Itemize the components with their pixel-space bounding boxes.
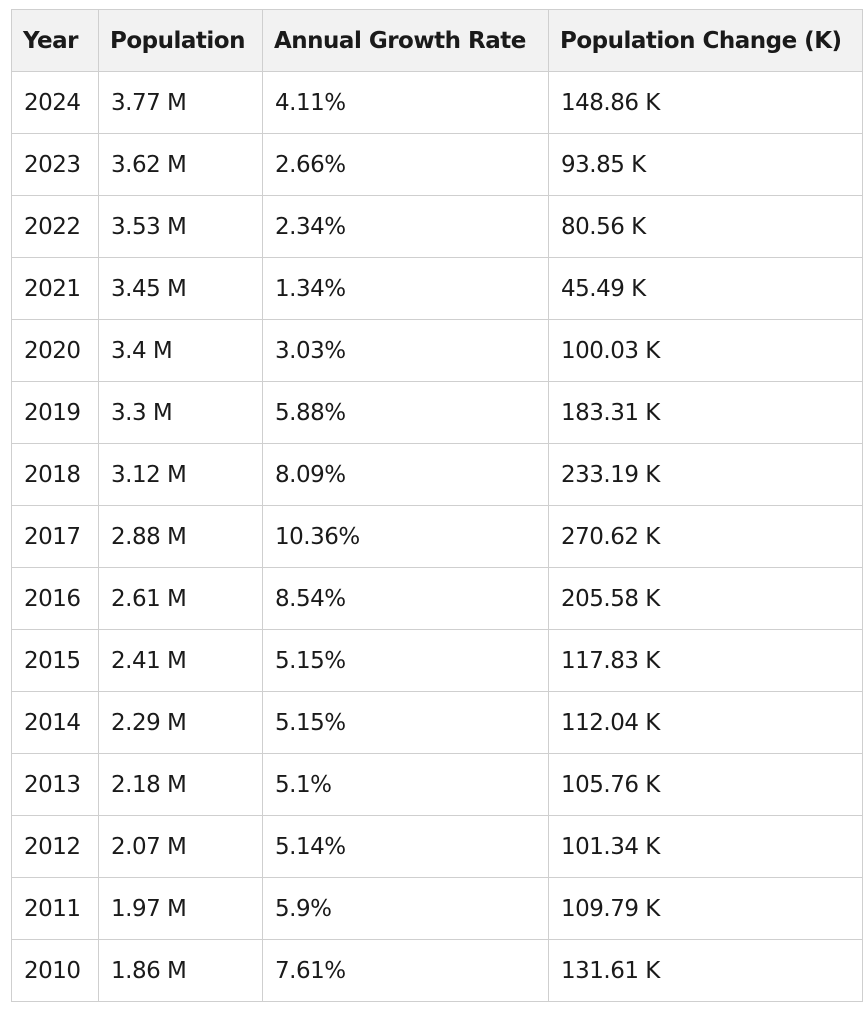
- table-cell: 2.34%: [262, 195, 549, 258]
- table-cell: 1.86 M: [98, 939, 263, 1002]
- table-row: 2013 2.18 M 5.1% 105.76 K: [11, 753, 863, 816]
- header-cell: Year: [11, 9, 99, 72]
- table-cell: 7.61%: [262, 939, 549, 1002]
- header-cell: Population Change (K): [548, 9, 863, 72]
- table-row: 2023 3.62 M 2.66% 93.85 K: [11, 133, 863, 196]
- table-cell: 2022: [11, 195, 99, 258]
- table-row: 2015 2.41 M 5.15% 117.83 K: [11, 629, 863, 692]
- table-cell: 3.4 M: [98, 319, 263, 382]
- table-cell: 5.15%: [262, 629, 549, 692]
- table-row: 2016 2.61 M 8.54% 205.58 K: [11, 567, 863, 630]
- table-cell: 109.79 K: [548, 877, 863, 940]
- table-cell: 2.41 M: [98, 629, 263, 692]
- table-cell: 2011: [11, 877, 99, 940]
- table-cell: 101.34 K: [548, 815, 863, 878]
- table-cell: 2013: [11, 753, 99, 816]
- table-cell: 5.14%: [262, 815, 549, 878]
- table-cell: 2015: [11, 629, 99, 692]
- table-row: 2022 3.53 M 2.34% 80.56 K: [11, 195, 863, 258]
- table-cell: 100.03 K: [548, 319, 863, 382]
- table-row: 2021 3.45 M 1.34% 45.49 K: [11, 257, 863, 320]
- table-row: 2024 3.77 M 4.11% 148.86 K: [11, 71, 863, 134]
- table-cell: 3.3 M: [98, 381, 263, 444]
- table-row: 2019 3.3 M 5.88% 183.31 K: [11, 381, 863, 444]
- table-cell: 2.29 M: [98, 691, 263, 754]
- table-cell: 2.66%: [262, 133, 549, 196]
- table-cell: 2019: [11, 381, 99, 444]
- table-cell: 3.45 M: [98, 257, 263, 320]
- population-table: Year Population Annual Growth Rate Populati…: [11, 9, 863, 1002]
- table-cell: 2016: [11, 567, 99, 630]
- table-cell: 117.83 K: [548, 629, 863, 692]
- table-cell: 183.31 K: [548, 381, 863, 444]
- header-cell: Annual Growth Rate: [262, 9, 549, 72]
- table-cell: 45.49 K: [548, 257, 863, 320]
- table-cell: 2020: [11, 319, 99, 382]
- table-row: 2014 2.29 M 5.15% 112.04 K: [11, 691, 863, 754]
- table-cell: 2017: [11, 505, 99, 568]
- table-cell: 3.62 M: [98, 133, 263, 196]
- table-cell: 3.77 M: [98, 71, 263, 134]
- table-cell: 8.54%: [262, 567, 549, 630]
- table-cell: 8.09%: [262, 443, 549, 506]
- table-cell: 3.53 M: [98, 195, 263, 258]
- table-cell: 2024: [11, 71, 99, 134]
- table-cell: 2012: [11, 815, 99, 878]
- table-cell: 5.1%: [262, 753, 549, 816]
- table-cell: 2021: [11, 257, 99, 320]
- table-cell: 2018: [11, 443, 99, 506]
- table-cell: 1.34%: [262, 257, 549, 320]
- table-cell: 2.18 M: [98, 753, 263, 816]
- table-cell: 2014: [11, 691, 99, 754]
- table-cell: 4.11%: [262, 71, 549, 134]
- table-row: 2010 1.86 M 7.61% 131.61 K: [11, 939, 863, 1002]
- table-cell: 10.36%: [262, 505, 549, 568]
- table-cell: 131.61 K: [548, 939, 863, 1002]
- table-cell: 3.03%: [262, 319, 549, 382]
- table-cell: 270.62 K: [548, 505, 863, 568]
- table-cell: 2010: [11, 939, 99, 1002]
- table-head: Year Population Annual Growth Rate Populati…: [11, 9, 863, 72]
- table-row: 2017 2.88 M 10.36% 270.62 K: [11, 505, 863, 568]
- table-cell: 5.9%: [262, 877, 549, 940]
- table-cell: 205.58 K: [548, 567, 863, 630]
- table-row: 2012 2.07 M 5.14% 101.34 K: [11, 815, 863, 878]
- table-cell: 2.07 M: [98, 815, 263, 878]
- table-cell: 3.12 M: [98, 443, 263, 506]
- table-cell: 105.76 K: [548, 753, 863, 816]
- table-cell: 80.56 K: [548, 195, 863, 258]
- table-row: 2020 3.4 M 3.03% 100.03 K: [11, 319, 863, 382]
- table-row: 2011 1.97 M 5.9% 109.79 K: [11, 877, 863, 940]
- table-cell: 93.85 K: [548, 133, 863, 196]
- table-cell: 5.88%: [262, 381, 549, 444]
- table-cell: 2023: [11, 133, 99, 196]
- header-row: Year Population Annual Growth Rate Populati…: [11, 9, 863, 72]
- table-row: 2018 3.12 M 8.09% 233.19 K: [11, 443, 863, 506]
- table-cell: 2.61 M: [98, 567, 263, 630]
- table-cell: 5.15%: [262, 691, 549, 754]
- header-cell: Population: [98, 9, 263, 72]
- table-cell: 148.86 K: [548, 71, 863, 134]
- table-cell: 2.88 M: [98, 505, 263, 568]
- table-cell: 233.19 K: [548, 443, 863, 506]
- table-body: 2024 3.77 M 4.11% 148.86 K 2023 3.62 M 2.66% 93…: [11, 71, 863, 1002]
- table-cell: 112.04 K: [548, 691, 863, 754]
- table-cell: 1.97 M: [98, 877, 263, 940]
